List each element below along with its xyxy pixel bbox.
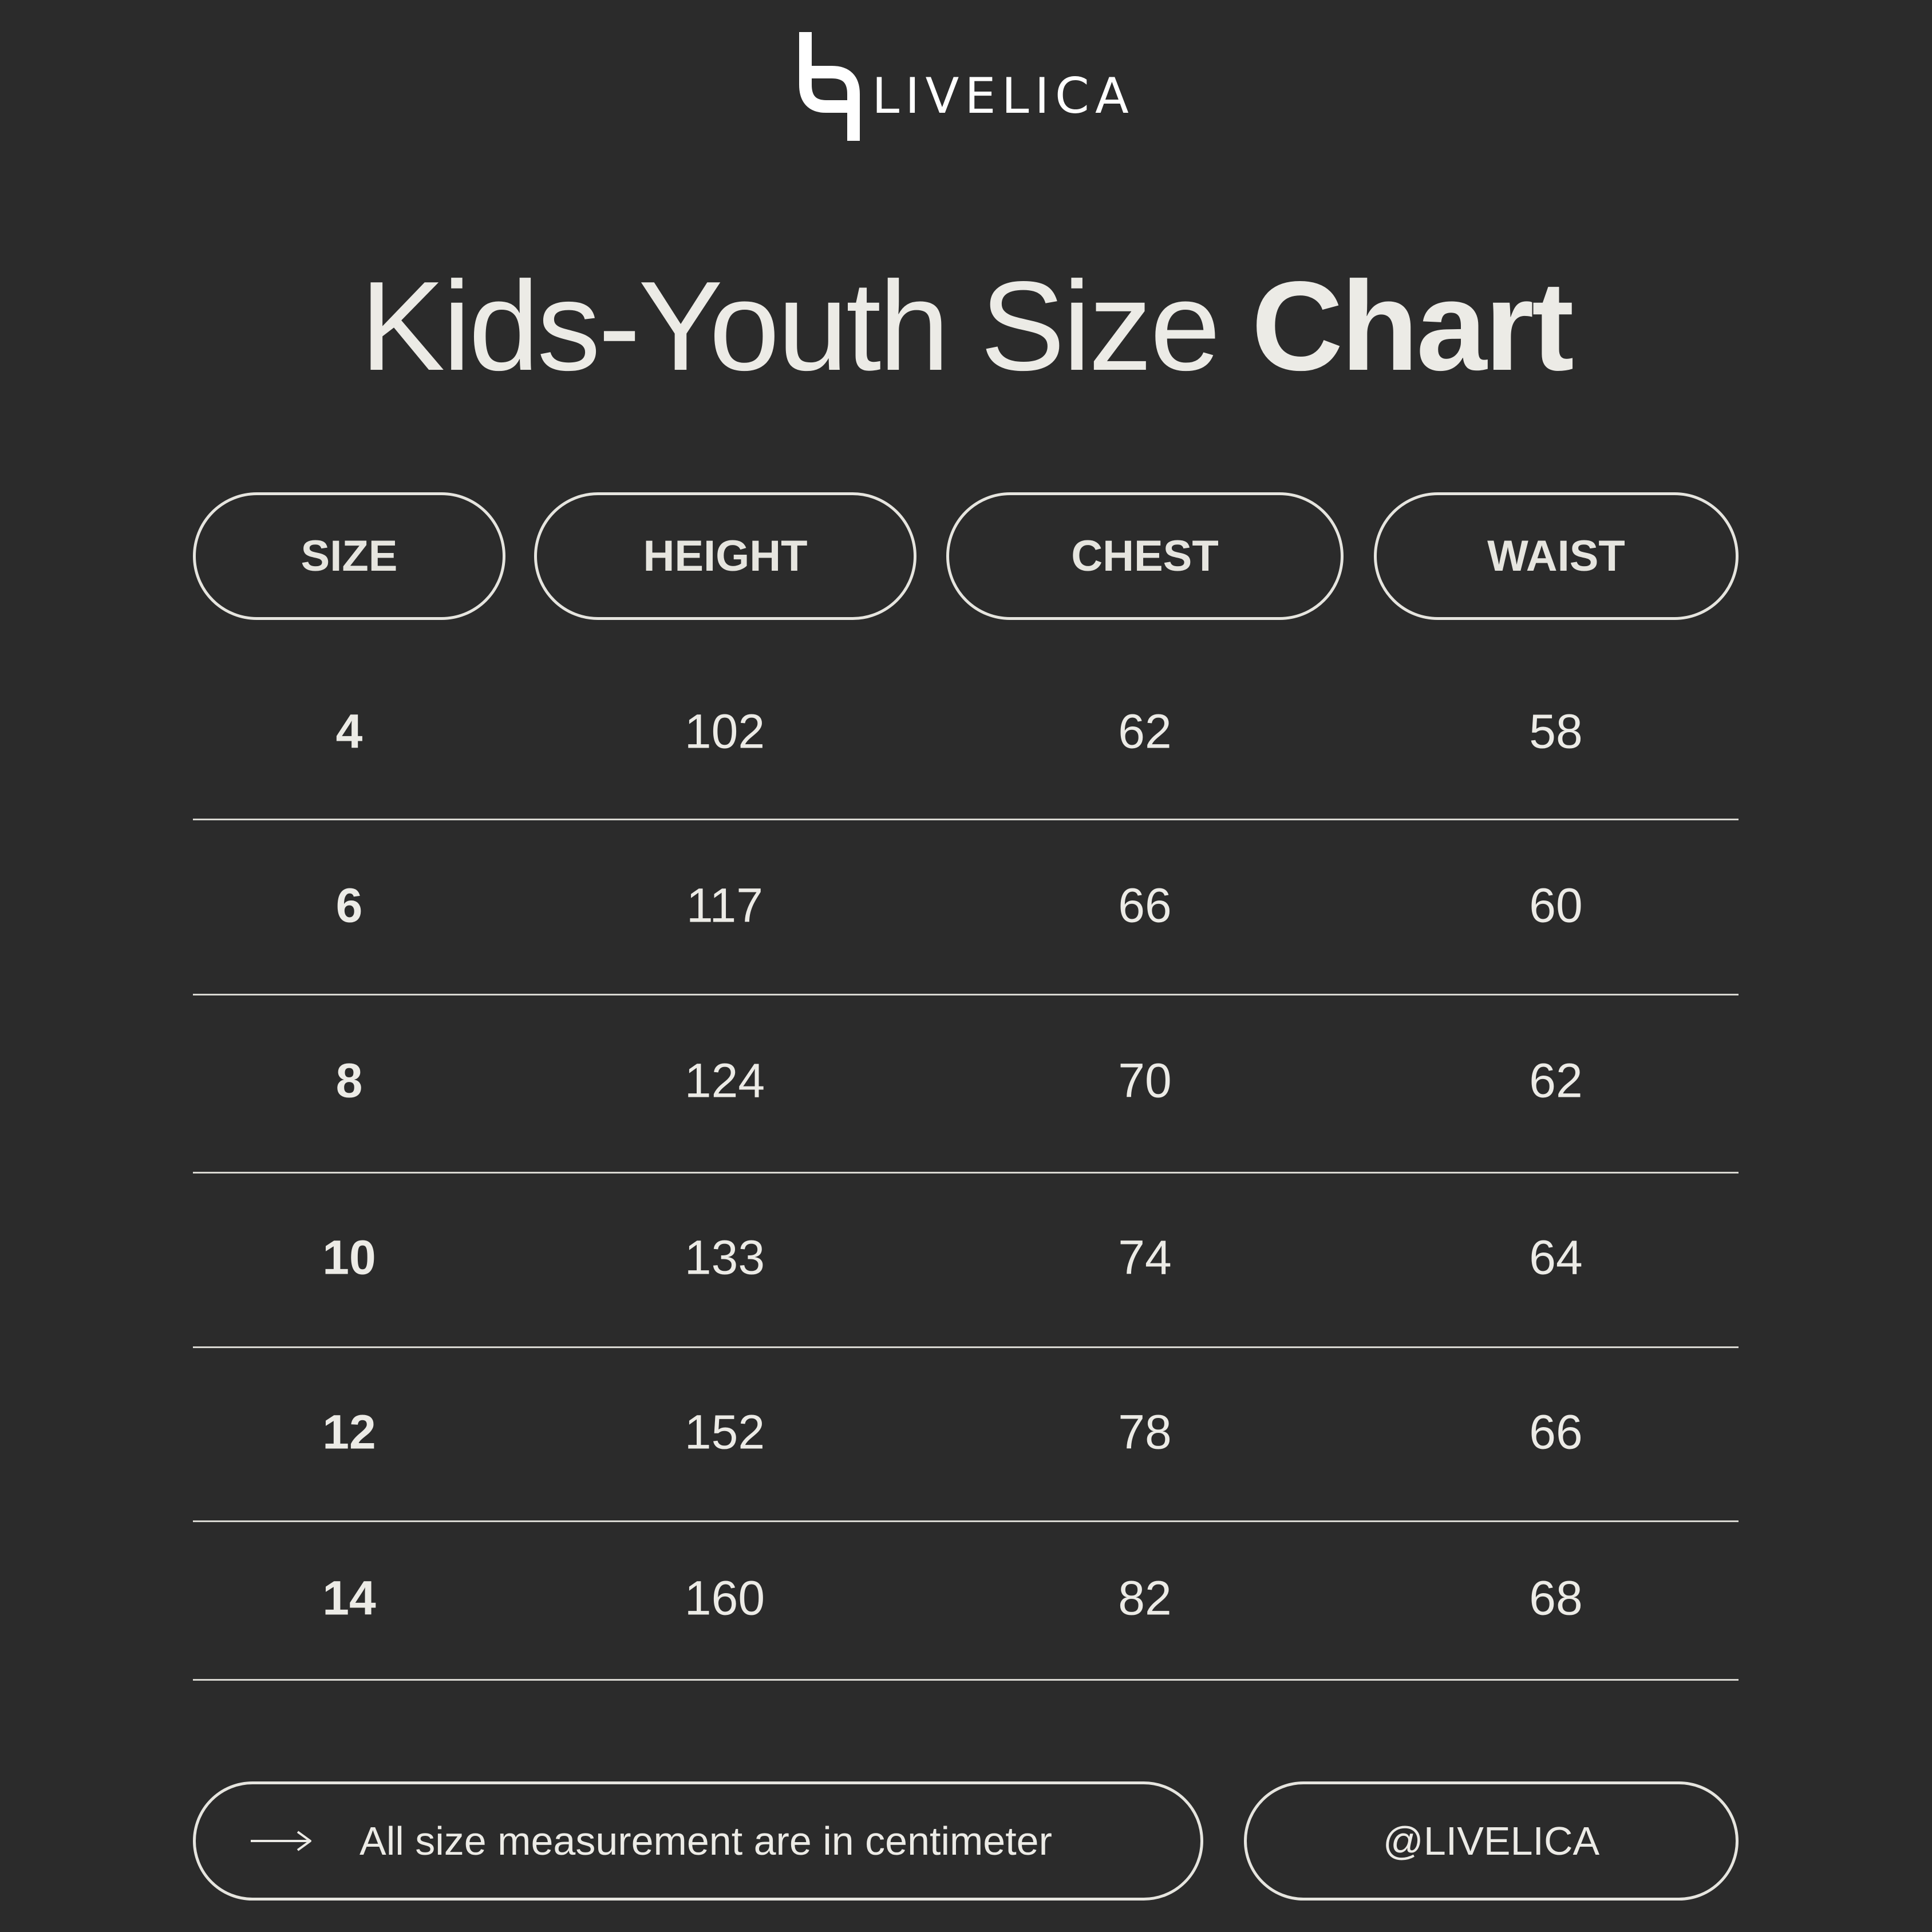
row-divider xyxy=(193,1520,1739,1522)
cell-height: 133 xyxy=(684,1230,765,1285)
cell-waist: 64 xyxy=(1529,1230,1583,1285)
arrow-right-icon xyxy=(251,1831,311,1851)
cell-waist: 66 xyxy=(1529,1405,1583,1459)
column-header-height: HEIGHT xyxy=(534,492,916,620)
cell-size: 6 xyxy=(335,878,363,933)
page-title-regular: Kids-Youth Size xyxy=(360,255,1220,397)
column-header-chest: CHEST xyxy=(946,492,1344,620)
cell-height: 160 xyxy=(684,1571,765,1625)
cell-chest: 62 xyxy=(1118,704,1172,758)
cell-chest: 66 xyxy=(1118,878,1172,933)
brand-logo: LIVELICA xyxy=(0,32,1932,141)
social-handle: @LIVELICA xyxy=(1244,1781,1739,1901)
cell-waist: 62 xyxy=(1529,1053,1583,1108)
row-divider xyxy=(193,819,1739,820)
brand-wordmark: LIVELICA xyxy=(872,68,1135,125)
cell-chest: 78 xyxy=(1118,1405,1172,1459)
cell-chest: 70 xyxy=(1118,1053,1172,1108)
page-title-bold: Chart xyxy=(1251,255,1574,397)
livelica-logo-mark-icon xyxy=(799,32,860,141)
cell-size: 14 xyxy=(322,1571,376,1625)
cell-size: 8 xyxy=(335,1053,363,1108)
cell-height: 117 xyxy=(686,878,763,933)
page-title: Kids-Youth Size Chart xyxy=(0,252,1932,401)
measurement-note: All size measurement are in centimeter xyxy=(193,1781,1203,1901)
cell-chest: 82 xyxy=(1118,1571,1172,1625)
cell-height: 102 xyxy=(684,704,765,758)
social-handle-text: @LIVELICA xyxy=(1382,1819,1600,1863)
cell-size: 12 xyxy=(322,1405,376,1459)
column-header-size: SIZE xyxy=(193,492,505,620)
cell-size: 4 xyxy=(335,704,363,758)
cell-size: 10 xyxy=(322,1230,376,1285)
cell-chest: 74 xyxy=(1118,1230,1172,1285)
cell-height: 124 xyxy=(684,1053,765,1108)
row-divider xyxy=(193,1346,1739,1348)
measurement-note-text: All size measurement are in centimeter xyxy=(359,1819,1052,1863)
cell-height: 152 xyxy=(684,1405,765,1459)
row-divider xyxy=(193,1679,1739,1681)
cell-waist: 58 xyxy=(1529,704,1583,758)
cell-waist: 68 xyxy=(1529,1571,1583,1625)
cell-waist: 60 xyxy=(1529,878,1583,933)
column-header-waist: WAIST xyxy=(1374,492,1739,620)
row-divider xyxy=(193,994,1739,995)
row-divider xyxy=(193,1172,1739,1174)
